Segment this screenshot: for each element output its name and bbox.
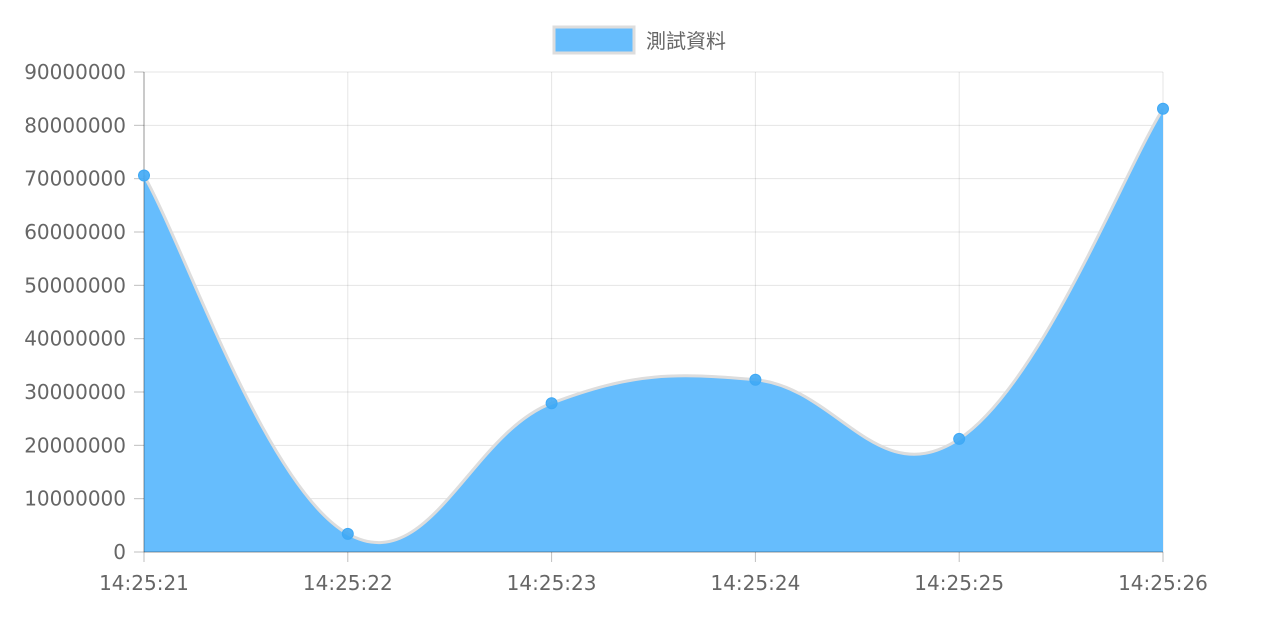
- legend[interactable]: 測試資料: [552, 25, 726, 55]
- data-point[interactable]: [953, 432, 966, 445]
- data-point[interactable]: [749, 373, 762, 386]
- data-point[interactable]: [545, 397, 558, 410]
- data-points: [138, 102, 1169, 540]
- x-tick-label: 14:25:26: [1118, 571, 1208, 595]
- y-tick-label: 60000000: [24, 220, 126, 244]
- series-area-layer: [142, 108, 1165, 553]
- legend-label[interactable]: 測試資料: [646, 29, 726, 53]
- y-tick-label: 70000000: [24, 167, 126, 191]
- x-tick-label: 14:25:23: [507, 571, 597, 595]
- x-tick-label: 14:25:22: [303, 571, 393, 595]
- x-tick-label: 14:25:25: [914, 571, 1004, 595]
- x-tick-label: 14:25:21: [99, 571, 189, 595]
- legend-swatch[interactable]: [552, 25, 636, 55]
- x-tick-label: 14:25:24: [710, 571, 800, 595]
- axes: [143, 72, 1163, 553]
- tick-labels: 0 10000000 20000000 30000000 40000000 5000000…: [24, 60, 1208, 595]
- data-point[interactable]: [138, 169, 150, 182]
- y-tick-label: 50000000: [24, 273, 126, 297]
- y-tick-label: 30000000: [24, 380, 126, 404]
- series-line: [142, 108, 1165, 544]
- y-tick-label: 40000000: [24, 327, 126, 351]
- y-tick-label: 10000000: [24, 487, 126, 511]
- y-tick-label: 0: [113, 540, 126, 564]
- data-point[interactable]: [341, 527, 354, 540]
- data-point[interactable]: [1157, 102, 1169, 115]
- y-tick-label: 80000000: [24, 113, 126, 137]
- y-tick-label: 20000000: [24, 433, 126, 457]
- y-tick-label: 90000000: [24, 60, 126, 84]
- series-area-fill: [144, 108, 1163, 553]
